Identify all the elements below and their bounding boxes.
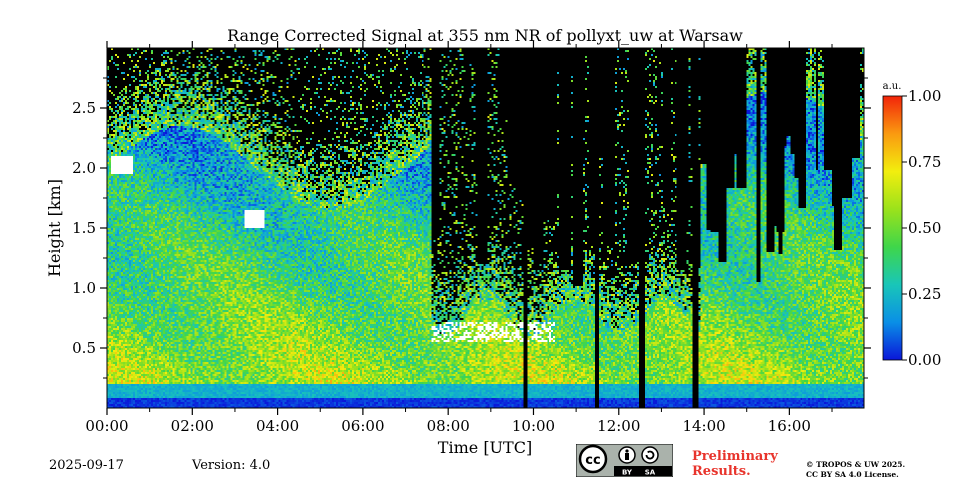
cc-icon	[578, 444, 608, 474]
x-tick-label: 06:00	[341, 417, 384, 435]
colorbar-tick-label: 0.25	[908, 285, 941, 303]
cc-text: cc	[585, 453, 600, 468]
x-axis-label: Time [UTC]	[438, 438, 532, 457]
copyright-line2: CC BY SA 4.0 License.	[806, 470, 899, 479]
chart-title: Range Corrected Signal at 355 nm NR of p…	[227, 26, 743, 45]
colorbar-tick-label: 0.50	[908, 219, 941, 237]
colorbar: a.u. 0.00 0.25 0.50 0.75 1.00	[882, 81, 941, 369]
copyright-notice: © TROPOS & UW 2025. CC BY SA 4.0 License…	[806, 460, 905, 480]
x-tick-label: 02:00	[171, 417, 214, 435]
by-icon-body	[625, 453, 629, 460]
y-axis: 0.5 1.0 1.5 2.0 2.5	[72, 77, 871, 379]
y-tick-label: 0.5	[72, 339, 96, 357]
x-tick-label: 16:00	[768, 417, 811, 435]
preliminary-notice: Preliminary Results.	[692, 449, 778, 479]
date-label: 2025-09-17	[49, 458, 124, 473]
colorbar-tick-label: 0.75	[908, 153, 941, 171]
cc-by-sa-badge[interactable]: cc BY SA	[576, 444, 673, 477]
colorbar-tick-label: 1.00	[908, 87, 941, 105]
sa-icon-arrow	[645, 450, 655, 460]
badge-strip	[614, 466, 672, 476]
y-tick-label: 2.5	[72, 99, 96, 117]
sa-text: SA	[645, 469, 656, 477]
sa-icon	[641, 446, 659, 464]
plot-area	[106, 47, 865, 409]
x-tick-label: 10:00	[512, 417, 555, 435]
x-axis: 00:00 02:00 04:00 06:00 08:00 10:00 12:00 14:00…	[85, 41, 833, 435]
y-tick-label: 2.0	[72, 159, 96, 177]
version-label: Version: 4.0	[192, 458, 271, 473]
y-tick-label: 1.0	[72, 279, 96, 297]
preliminary-line1: Preliminary	[692, 449, 778, 464]
by-icon-head	[625, 449, 629, 453]
by-text: BY	[622, 469, 633, 477]
y-axis-label: Height [km]	[45, 179, 64, 277]
colorbar-ticks: 0.00 0.25 0.50 0.75 1.00	[902, 87, 941, 369]
colorbar-tick-label: 0.00	[908, 351, 941, 369]
x-tick-label: 14:00	[682, 417, 725, 435]
heatmap-image	[107, 48, 864, 408]
x-tick-label: 00:00	[85, 417, 128, 435]
copyright-line1: © TROPOS & UW 2025.	[806, 460, 906, 469]
x-tick-label: 08:00	[427, 417, 470, 435]
preliminary-line2: Results.	[692, 464, 751, 479]
colorbar-gradient	[882, 95, 903, 361]
colorbar-unit: a.u.	[883, 81, 902, 92]
x-tick-label: 12:00	[597, 417, 640, 435]
x-tick-label: 04:00	[256, 417, 299, 435]
y-tick-label: 1.5	[72, 219, 96, 237]
